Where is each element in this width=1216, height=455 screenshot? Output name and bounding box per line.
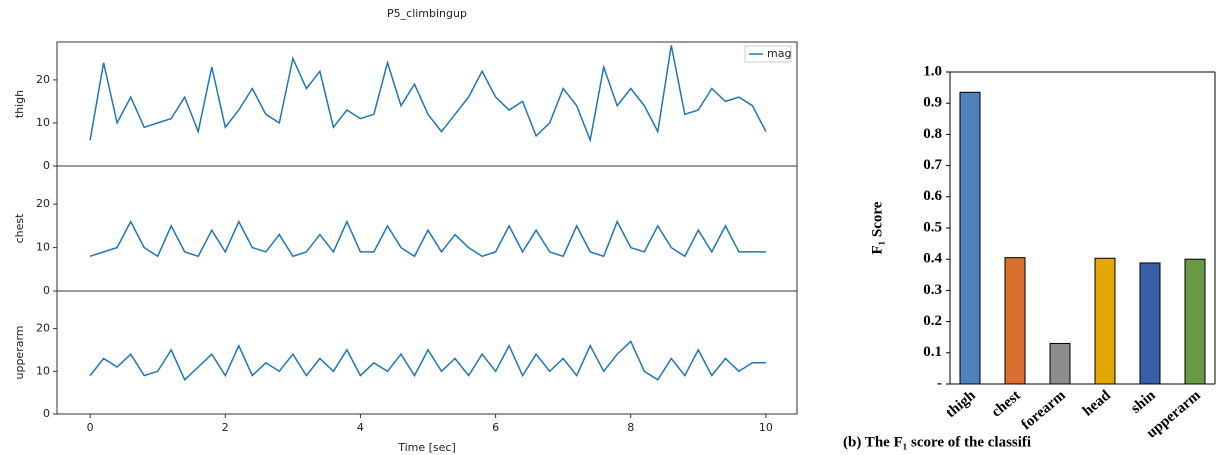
y-tick-label: 20 — [36, 73, 50, 86]
y-tick-label: 10 — [36, 116, 50, 129]
caption: (b) The F₁ score of the classifi — [843, 434, 1031, 450]
y-tick-label: 0 — [43, 159, 50, 172]
legend-label: mag — [767, 47, 791, 60]
y-tick-label: 10 — [36, 241, 50, 254]
bar — [1184, 258, 1206, 385]
y-tick-label: 0.9 — [923, 95, 942, 111]
x-tick-label: thigh — [943, 387, 979, 421]
x-tick-label: shin — [1128, 387, 1159, 417]
bar — [1004, 257, 1026, 385]
y-tick-label: 0 — [43, 284, 50, 297]
x-tick-label: forearm — [1019, 387, 1070, 433]
y-tick-label: 0.1 — [923, 344, 942, 360]
y-axis-label: upperarm — [13, 325, 26, 379]
bar — [959, 91, 981, 385]
signal-line — [89, 45, 767, 143]
y-tick-label: 1.0 — [923, 63, 942, 79]
x-tick-label: 0 — [87, 421, 94, 434]
bar — [1094, 257, 1116, 385]
y-tick-label: 0.3 — [923, 282, 942, 298]
x-tick-label: 2 — [222, 421, 229, 434]
y-tick-label: 0.8 — [923, 126, 942, 142]
y-tick-label: 0.6 — [923, 188, 942, 204]
signal-line — [89, 219, 766, 258]
y-tick-label: 0.4 — [923, 251, 942, 267]
x-axis-label: Time [sec] — [397, 441, 456, 454]
y-tick-label: 0.2 — [923, 313, 942, 329]
chart-title: P5_climbingup — [387, 7, 467, 20]
y-tick-label: 0 — [43, 407, 50, 420]
x-tick-label: 10 — [759, 421, 773, 434]
y-tick-label: 10 — [36, 364, 50, 377]
y-tick-label: 0.7 — [923, 157, 942, 173]
signal-line — [89, 340, 766, 382]
y-axis-label: chest — [13, 213, 26, 244]
x-tick-label: head — [1080, 387, 1114, 420]
y-tick-label: 20 — [36, 322, 50, 335]
axes-frame — [56, 165, 798, 292]
bar — [1049, 342, 1071, 385]
axes-frame — [56, 41, 798, 167]
x-tick-label: chest — [989, 387, 1024, 420]
bar — [1139, 262, 1161, 385]
x-tick-label: 6 — [492, 421, 499, 434]
y-axis-label: F₁ Score — [869, 201, 885, 254]
y-tick-label: - — [937, 375, 942, 391]
y-tick-label: 0.5 — [923, 219, 942, 235]
x-tick-label: 8 — [627, 421, 634, 434]
legend-box — [744, 45, 792, 63]
y-tick-label: 20 — [36, 197, 50, 210]
x-tick-label: 4 — [357, 421, 364, 434]
axes-frame — [56, 290, 798, 415]
y-axis-label: thigh — [13, 90, 26, 118]
